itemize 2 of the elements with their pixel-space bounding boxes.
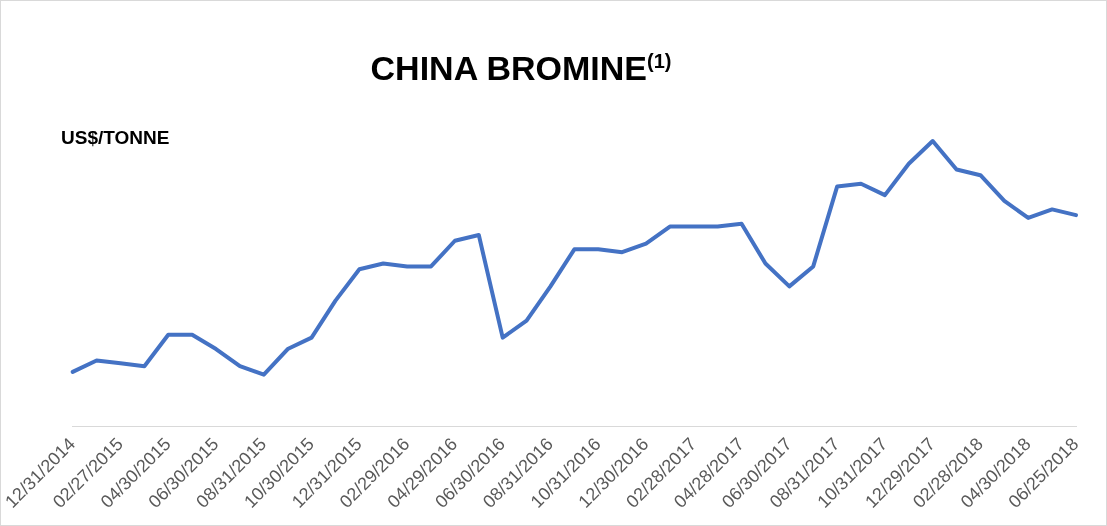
y-axis-title: US$/TONNE	[61, 127, 170, 149]
chart-title: CHINA BROMINE$^{(1)}$	[369, 49, 673, 88]
